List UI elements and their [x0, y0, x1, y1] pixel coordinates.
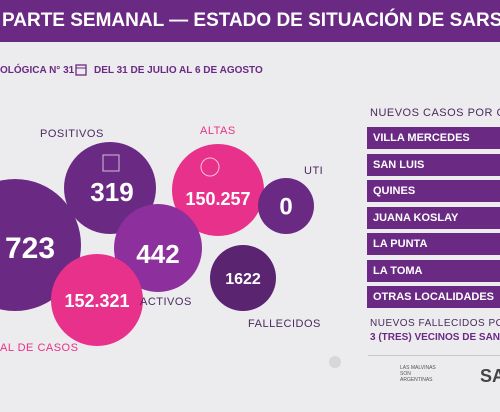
bubble-value: 0 [279, 193, 292, 220]
week: OLÓGICA N° 31 [0, 65, 75, 76]
city-row: LA TOMA [367, 259, 500, 282]
bubble-label: POSITIVOS [40, 128, 104, 140]
city-row: LA PUNTA [367, 233, 500, 255]
calendar-icon [75, 64, 87, 76]
title: PARTE SEMANAL — ESTADO DE SITUACIÓN DE S… [2, 10, 500, 31]
bubble [64, 142, 156, 234]
bubble-value: 152.321 [64, 291, 129, 311]
dates: DEL 31 DE JULIO AL 6 DE AGOSTO [94, 65, 263, 76]
panel-title: NUEVOS CASOS POR CIUD [370, 107, 500, 119]
bubble-value: 1622 [225, 271, 261, 288]
city-row: SAN LUIS [367, 153, 500, 176]
malvinas: LAS MALVINAS SON ARGENTINAS [400, 365, 436, 383]
bubble-label: AL DE CASOS [0, 342, 79, 354]
bubble [172, 144, 264, 236]
bubble-label: ALTAS [200, 125, 236, 137]
deaths-text: 3 (TRES) VECINOS DE SAN LUIS [370, 332, 500, 343]
city-row: JUANA KOSLAY [367, 206, 500, 229]
bubble-label: ACTIVOS [140, 296, 192, 308]
bubble-label: FALLECIDOS [248, 318, 321, 330]
bubble-value: 150.257 [185, 189, 250, 209]
bubble [210, 245, 276, 311]
deaths-title: NUEVOS FALLECIDOS POR C [370, 318, 500, 329]
bubbles: 723 319 150.257 0 442 152.321 1622 [0, 142, 341, 368]
city-row: QUINES [367, 180, 500, 202]
bubble [51, 254, 143, 346]
logo: SAN [480, 366, 500, 386]
bubble [258, 178, 314, 234]
bubble-value: 723 [5, 232, 55, 265]
city-row: OTRAS LOCALIDADES [367, 286, 500, 308]
title-banner [0, 0, 500, 42]
city-row: VILLA MERCEDES [367, 127, 500, 149]
bubble-value: 319 [90, 177, 133, 207]
bubble [114, 204, 202, 292]
bubble-value: 442 [136, 239, 179, 269]
bubble-label: UTI [304, 165, 324, 177]
